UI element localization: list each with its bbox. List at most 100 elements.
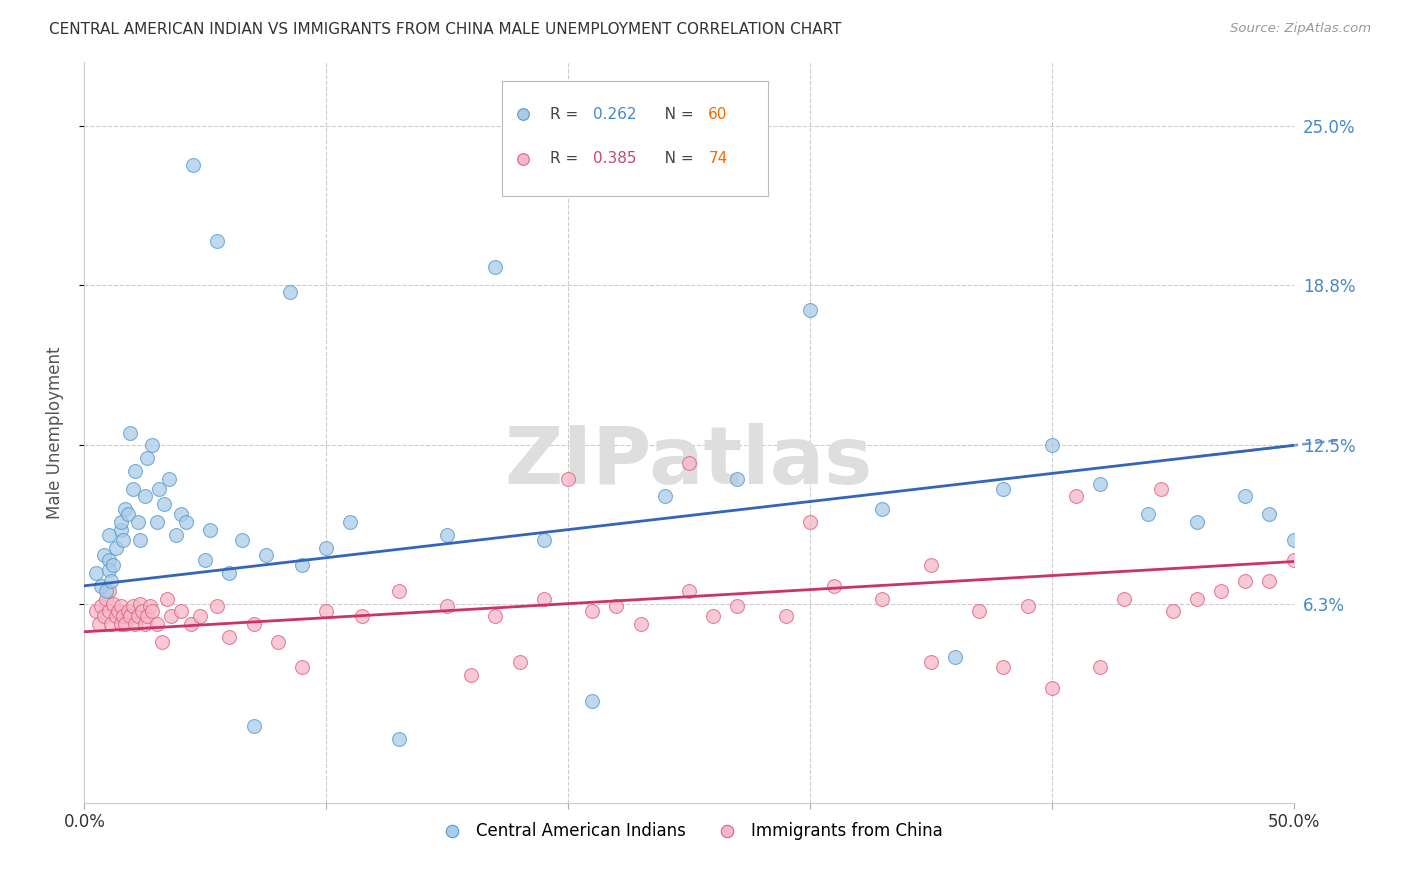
Point: [110, 599, 132, 614]
Point: [1017, 599, 1039, 614]
Point: [630, 617, 652, 632]
Text: 74: 74: [709, 151, 727, 166]
Point: [94, 583, 117, 598]
Text: 60: 60: [709, 107, 728, 122]
Point: [148, 482, 170, 496]
Point: [207, 234, 229, 248]
Point: [484, 609, 506, 624]
Point: [231, 533, 253, 547]
Point: [112, 533, 135, 547]
Point: [120, 609, 142, 624]
Point: [107, 604, 129, 618]
Point: [725, 599, 748, 614]
Point: [146, 617, 169, 632]
Point: [93, 548, 115, 562]
Text: 0.262: 0.262: [593, 107, 637, 122]
Point: [94, 591, 117, 606]
Point: [114, 502, 136, 516]
Point: [436, 599, 458, 614]
Point: [100, 574, 122, 588]
Text: CENTRAL AMERICAN INDIAN VS IMMIGRANTS FROM CHINA MALE UNEMPLOYMENT CORRELATION C: CENTRAL AMERICAN INDIAN VS IMMIGRANTS FR…: [49, 22, 842, 37]
Point: [180, 617, 202, 632]
Point: [110, 515, 132, 529]
Point: [1149, 482, 1171, 496]
Point: [120, 425, 142, 440]
Point: [388, 583, 411, 598]
Point: [388, 731, 411, 746]
Point: [104, 541, 127, 555]
Point: [557, 472, 579, 486]
Point: [872, 591, 894, 606]
Point: [1185, 515, 1208, 529]
Point: [160, 609, 183, 624]
Point: [460, 668, 482, 682]
Y-axis label: Male Unemployment: Male Unemployment: [45, 346, 63, 519]
Text: N =: N =: [650, 151, 699, 166]
FancyBboxPatch shape: [502, 81, 768, 195]
Point: [242, 719, 264, 733]
Legend: Central American Indians, Immigrants from China: Central American Indians, Immigrants fro…: [429, 815, 949, 847]
Point: [1185, 591, 1208, 606]
Point: [121, 599, 143, 614]
Point: [267, 635, 290, 649]
Point: [134, 490, 156, 504]
Point: [136, 609, 159, 624]
Point: [134, 617, 156, 632]
Point: [153, 497, 176, 511]
Point: [112, 609, 135, 624]
Point: [315, 604, 337, 618]
Point: [1114, 591, 1136, 606]
Point: [678, 456, 700, 470]
Point: [170, 604, 193, 618]
Point: [97, 553, 120, 567]
Point: [97, 564, 120, 578]
Point: [207, 599, 229, 614]
Point: [93, 609, 115, 624]
Point: [920, 558, 942, 573]
Point: [581, 604, 603, 618]
Text: Source: ZipAtlas.com: Source: ZipAtlas.com: [1230, 22, 1371, 36]
Point: [1088, 660, 1111, 674]
Point: [1282, 553, 1305, 567]
Point: [165, 527, 187, 541]
Point: [86, 566, 108, 580]
Point: [110, 617, 132, 632]
Point: [110, 523, 132, 537]
Point: [339, 515, 361, 529]
Point: [104, 609, 127, 624]
Point: [654, 490, 676, 504]
Point: [114, 617, 136, 632]
Point: [103, 558, 125, 573]
Point: [254, 548, 277, 562]
Point: [823, 579, 845, 593]
Point: [190, 609, 212, 624]
Point: [1258, 508, 1281, 522]
Text: 0.385: 0.385: [593, 151, 637, 166]
Point: [97, 583, 120, 598]
Point: [291, 660, 314, 674]
Point: [124, 464, 146, 478]
Point: [920, 656, 942, 670]
Point: [291, 558, 314, 573]
Point: [1234, 574, 1257, 588]
Point: [315, 541, 337, 555]
Point: [117, 508, 139, 522]
Point: [97, 527, 120, 541]
Point: [1064, 490, 1087, 504]
Point: [90, 599, 112, 614]
Point: [131, 604, 153, 618]
Text: R =: R =: [550, 151, 583, 166]
Point: [100, 617, 122, 632]
Point: [218, 566, 240, 580]
Point: [242, 617, 264, 632]
Point: [97, 604, 120, 618]
Point: [436, 527, 458, 541]
Point: [509, 656, 531, 670]
Point: [150, 635, 173, 649]
Point: [1282, 533, 1305, 547]
Point: [86, 604, 108, 618]
Point: [198, 523, 221, 537]
Point: [138, 599, 160, 614]
Point: [136, 451, 159, 466]
Point: [146, 515, 169, 529]
